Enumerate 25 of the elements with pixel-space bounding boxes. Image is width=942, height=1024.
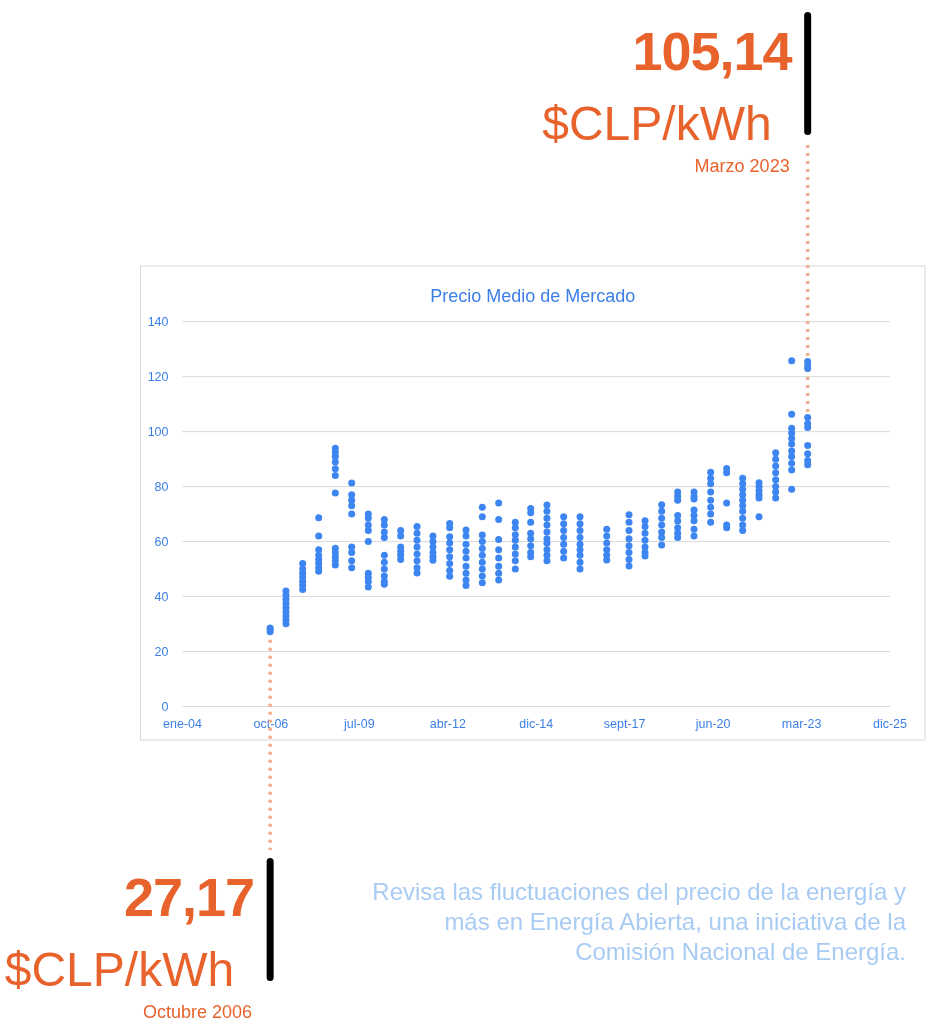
text: Revisa las fluctuaciones del precio de la energía y más en Energía Abierta, una iniciativa de la Comisión Nacional de Energía. <box>372 878 907 965</box>
text: $CLP/kWh <box>542 97 772 150</box>
x-tick-label: abr-12 <box>429 716 466 731</box>
y-tick-label: 140 <box>147 315 169 330</box>
x-tick-label: ene-04 <box>163 716 202 731</box>
y-tick-label: 40 <box>154 589 169 604</box>
x-tick-label: dic-14 <box>519 716 554 731</box>
annotation: 105,14 <box>632 21 793 81</box>
y-tick-label: 120 <box>147 370 169 385</box>
chart-title: Precio Medio de Mercado <box>430 286 636 306</box>
y-tick-label: 60 <box>154 534 169 549</box>
y-tick-label: 100 <box>147 425 169 440</box>
annotation: 27,17 <box>124 867 255 927</box>
x-tick-label: jun-20 <box>694 716 731 731</box>
x-tick-label: dic-25 <box>872 716 908 731</box>
y-tick-label: 0 <box>161 699 169 714</box>
y-tick-label: 20 <box>154 644 169 659</box>
x-tick-label: sept-17 <box>603 716 646 731</box>
text: Octubre 2006 <box>143 1002 253 1022</box>
y-tick-label: 80 <box>154 479 169 494</box>
text: $CLP/kWh <box>4 943 235 996</box>
text: Marzo 2023 <box>694 156 790 176</box>
x-tick-label: mar-23 <box>781 716 822 731</box>
x-tick-label: jul-09 <box>343 716 375 731</box>
x-tick-label: oct-06 <box>253 716 289 731</box>
